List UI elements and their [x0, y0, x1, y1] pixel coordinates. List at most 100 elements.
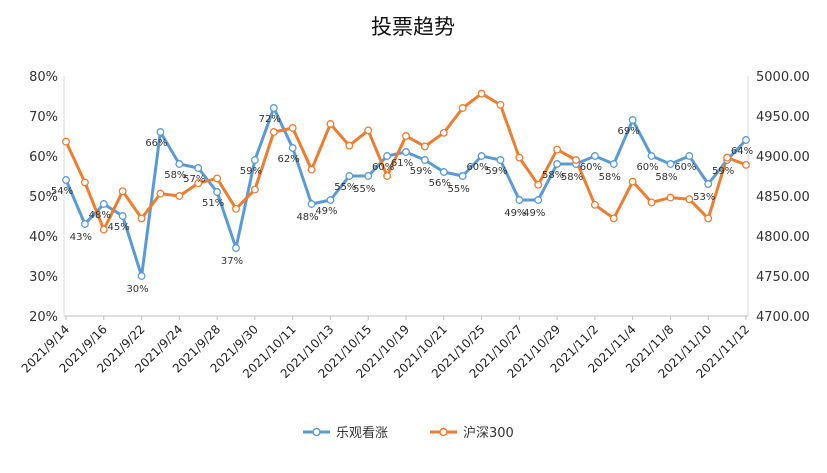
- y-right-tick-label: 4750.00: [756, 270, 810, 285]
- data-point-hs300: [742, 160, 750, 169]
- data-point-hs300: [496, 100, 505, 109]
- data-point-optimistic: [80, 220, 89, 228]
- data-point-hs300: [666, 193, 675, 202]
- data-point-optimistic: [685, 152, 694, 160]
- data-point-optimistic: [383, 152, 392, 160]
- data-label-optimistic: 57%: [183, 174, 205, 185]
- data-point-hs300: [534, 180, 543, 189]
- data-point-hs300: [647, 198, 656, 207]
- data-point-hs300: [515, 153, 524, 162]
- data-point-hs300: [572, 156, 580, 164]
- data-point-optimistic: [137, 272, 146, 280]
- data-label-optimistic: 58%: [599, 172, 621, 183]
- data-point-hs300: [99, 225, 108, 234]
- data-point-hs300: [402, 132, 410, 140]
- y-left-tick-label: 40%: [29, 230, 58, 245]
- data-label-optimistic: 51%: [202, 198, 224, 209]
- axes-layer: 20% 30% 40% 50% 60% 70% 80% 4700.00 4750.00 4800.…: [19, 70, 810, 381]
- data-label-optimistic: 49%: [523, 208, 545, 219]
- data-point-hs300: [628, 177, 637, 186]
- data-label-optimistic: 30%: [126, 284, 148, 295]
- data-point-hs300: [590, 200, 599, 209]
- data-point-optimistic: [590, 152, 599, 160]
- data-point-hs300: [609, 214, 618, 223]
- y-left-tick-label: 20%: [29, 310, 58, 325]
- data-point-hs300: [156, 189, 165, 198]
- data-point-hs300: [80, 178, 89, 187]
- data-point-optimistic: [742, 136, 750, 144]
- y-left-tick-label: 60%: [29, 150, 58, 165]
- legend-marker-optimistic: [312, 427, 321, 437]
- data-point-hs300: [288, 124, 297, 132]
- data-label-optimistic: 55%: [334, 182, 356, 193]
- data-point-hs300: [477, 89, 486, 98]
- data-label-optimistic: 61%: [391, 158, 413, 169]
- data-point-hs300: [364, 126, 373, 135]
- data-point-hs300: [137, 214, 146, 223]
- data-point-optimistic: [647, 152, 656, 160]
- series-lines-layer: [64, 92, 748, 278]
- data-point-hs300: [232, 204, 240, 213]
- data-label-optimistic: 58%: [655, 172, 677, 183]
- legend-marker-hs300: [439, 427, 448, 437]
- data-label-optimistic: 59%: [410, 166, 432, 177]
- data-label-optimistic: 60%: [466, 162, 488, 173]
- data-point-hs300: [383, 172, 392, 180]
- y-right-tick-label: 5000.00: [756, 70, 810, 85]
- data-label-optimistic: 58%: [561, 172, 583, 183]
- data-label-optimistic: 59%: [485, 166, 507, 177]
- data-point-optimistic: [288, 144, 297, 152]
- y-left-tick-label: 70%: [29, 110, 58, 125]
- data-point-optimistic: [175, 160, 184, 168]
- y-right-tick-label: 4700.00: [756, 310, 810, 325]
- data-point-optimistic: [364, 172, 373, 180]
- data-point-hs300: [420, 142, 429, 151]
- chart-title: 投票趋势: [371, 15, 455, 39]
- data-label-optimistic: 48%: [89, 210, 111, 221]
- data-label-optimistic: 60%: [674, 162, 696, 173]
- data-point-optimistic: [156, 128, 165, 136]
- data-point-hs300: [62, 137, 70, 146]
- data-point-hs300: [685, 195, 694, 204]
- data-point-hs300: [118, 187, 127, 196]
- data-point-hs300: [213, 174, 222, 183]
- data-point-optimistic: [232, 244, 240, 252]
- data-point-optimistic: [704, 180, 713, 188]
- data-point-optimistic: [307, 200, 316, 208]
- data-point-optimistic: [496, 156, 505, 164]
- data-point-optimistic: [628, 116, 637, 124]
- data-label-optimistic: 37%: [221, 256, 243, 267]
- data-point-optimistic: [99, 200, 108, 208]
- data-point-hs300: [704, 214, 713, 223]
- data-point-hs300: [326, 120, 335, 128]
- data-label-optimistic: 60%: [636, 162, 658, 173]
- data-point-optimistic: [515, 196, 524, 204]
- data-label-optimistic: 55%: [353, 184, 375, 195]
- data-point-optimistic: [250, 156, 259, 164]
- data-point-optimistic: [213, 188, 222, 196]
- data-label-optimistic: 59%: [712, 166, 734, 177]
- y-right-tick-label: 4900.00: [756, 150, 810, 165]
- data-point-hs300: [723, 153, 732, 162]
- data-point-hs300: [175, 192, 184, 200]
- data-point-optimistic: [420, 156, 429, 164]
- data-point-optimistic: [534, 196, 543, 204]
- series-markers-layer: [62, 89, 750, 280]
- data-label-optimistic: 45%: [108, 222, 130, 233]
- y-right-tick-label: 4950.00: [756, 110, 810, 125]
- data-point-optimistic: [458, 172, 467, 180]
- data-point-optimistic: [269, 104, 278, 112]
- data-label-optimistic: 64%: [731, 146, 753, 157]
- data-point-optimistic: [666, 160, 675, 168]
- data-label-optimistic: 53%: [693, 192, 715, 203]
- data-point-optimistic: [439, 168, 448, 176]
- data-point-hs300: [307, 165, 316, 174]
- data-point-optimistic: [118, 212, 127, 220]
- data-label-optimistic: 69%: [618, 126, 640, 137]
- data-label-optimistic: 58%: [542, 170, 564, 181]
- data-label-optimistic: 49%: [315, 206, 337, 217]
- data-label-optimistic: 62%: [278, 154, 300, 165]
- y-left-tick-label: 30%: [29, 270, 58, 285]
- data-label-optimistic: 43%: [70, 232, 92, 243]
